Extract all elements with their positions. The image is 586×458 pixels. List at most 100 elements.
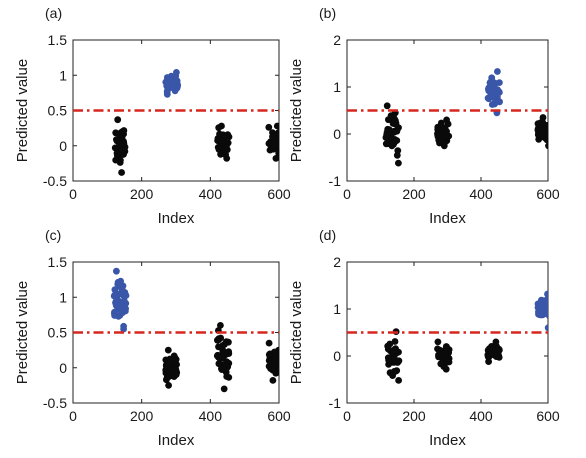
highlighted-point: [111, 291, 119, 299]
data-point: [385, 133, 393, 140]
point-cluster-1: [111, 116, 129, 176]
panel-a: (a)0 200 400 600-0.500.511.5IndexPredicted …: [14, 5, 291, 227]
x-tick-label: 200: [402, 186, 426, 202]
data-point: [395, 377, 402, 384]
point-cluster-2: [434, 116, 453, 150]
data-point: [217, 352, 225, 359]
y-axis-label: Predicted value: [14, 281, 31, 384]
points-layer: [111, 69, 279, 176]
highlighted-point: [113, 267, 120, 275]
point-cluster-2: [434, 338, 453, 373]
data-point: [266, 350, 274, 358]
data-point: [217, 334, 225, 342]
y-tick-label: 0.5: [48, 325, 68, 341]
data-point: [165, 382, 173, 389]
data-point: [269, 133, 276, 141]
x-axis-label: Index: [158, 432, 195, 449]
data-point: [394, 348, 401, 356]
data-point: [386, 369, 394, 377]
highlighted-point: [496, 79, 503, 86]
x-tick-label: 0: [343, 408, 351, 424]
highlighted-point: [494, 86, 501, 93]
highlighted-point: [494, 68, 501, 75]
highlighted-point: [118, 285, 126, 293]
data-point: [395, 159, 402, 167]
data-point: [437, 360, 445, 368]
data-point: [163, 376, 170, 384]
highlighted-point: [544, 324, 548, 332]
highlighted-point: [537, 299, 545, 307]
x-tick-label: 600: [267, 186, 291, 202]
data-point: [434, 338, 442, 346]
data-point: [492, 353, 500, 360]
data-point: [383, 102, 391, 110]
y-tick-label: 0: [333, 348, 341, 364]
highlighted-point: [119, 309, 126, 316]
data-point: [534, 131, 542, 139]
points-layer: [384, 290, 548, 384]
panel-label: (d): [319, 227, 336, 243]
highlighted-point: [121, 300, 129, 308]
data-point: [116, 141, 123, 148]
data-point: [221, 340, 229, 348]
point-cluster-4: [265, 339, 279, 384]
data-point: [271, 362, 279, 369]
data-point: [495, 345, 503, 353]
data-point: [166, 355, 174, 363]
data-point: [443, 127, 450, 135]
highlighted-point: [120, 322, 127, 330]
data-point: [223, 358, 231, 366]
y-tick-label: 1: [59, 289, 67, 305]
data-point: [273, 122, 279, 130]
data-point: [277, 149, 279, 156]
data-point: [217, 322, 224, 329]
y-axis-label: Predicted value: [288, 281, 305, 384]
point-cluster-3: [214, 122, 233, 162]
data-point: [393, 151, 401, 159]
data-point: [391, 136, 399, 143]
x-axis-label: Index: [429, 210, 466, 227]
data-point: [118, 169, 125, 176]
data-point: [269, 377, 277, 384]
x-axis-label: Index: [429, 432, 466, 449]
y-tick-label: 0: [59, 138, 67, 154]
highlighted-point: [116, 280, 123, 287]
y-tick-label: 1: [333, 79, 341, 95]
x-tick-label: 600: [536, 186, 560, 202]
data-point: [384, 125, 392, 133]
highlighted-point: [485, 86, 493, 93]
panel-label: (a): [45, 5, 62, 21]
x-axis-label: Index: [158, 210, 195, 227]
x-tick-label: 400: [469, 186, 493, 202]
y-tick-label: -1: [329, 173, 342, 189]
data-point: [166, 366, 174, 374]
data-point: [389, 120, 397, 127]
point-cluster-2: [162, 69, 182, 98]
y-tick-label: -1: [329, 395, 342, 411]
data-point: [220, 144, 228, 152]
y-axis-label: Predicted value: [14, 59, 31, 162]
data-point: [162, 362, 170, 369]
y-tick-label: 1: [333, 301, 341, 317]
point-cluster-1: [384, 328, 403, 384]
data-point: [265, 123, 273, 131]
y-axis-label: Predicted value: [288, 59, 305, 162]
data-point: [488, 346, 496, 354]
data-point: [390, 141, 397, 148]
x-tick-label: 400: [469, 408, 493, 424]
data-point: [275, 129, 279, 137]
data-point: [220, 385, 228, 393]
x-tick-label: 200: [402, 408, 426, 424]
x-tick-label: 0: [343, 186, 351, 202]
data-point: [265, 339, 273, 347]
y-tick-label: 1: [59, 67, 67, 83]
x-tick-label: 0: [69, 186, 77, 202]
panel-label: (b): [319, 5, 336, 21]
y-tick-label: 0: [59, 360, 67, 376]
data-point: [436, 346, 443, 354]
x-tick-label: 0: [69, 408, 77, 424]
data-point: [391, 338, 399, 345]
data-point: [172, 371, 180, 378]
y-tick-label: 0: [333, 126, 341, 142]
